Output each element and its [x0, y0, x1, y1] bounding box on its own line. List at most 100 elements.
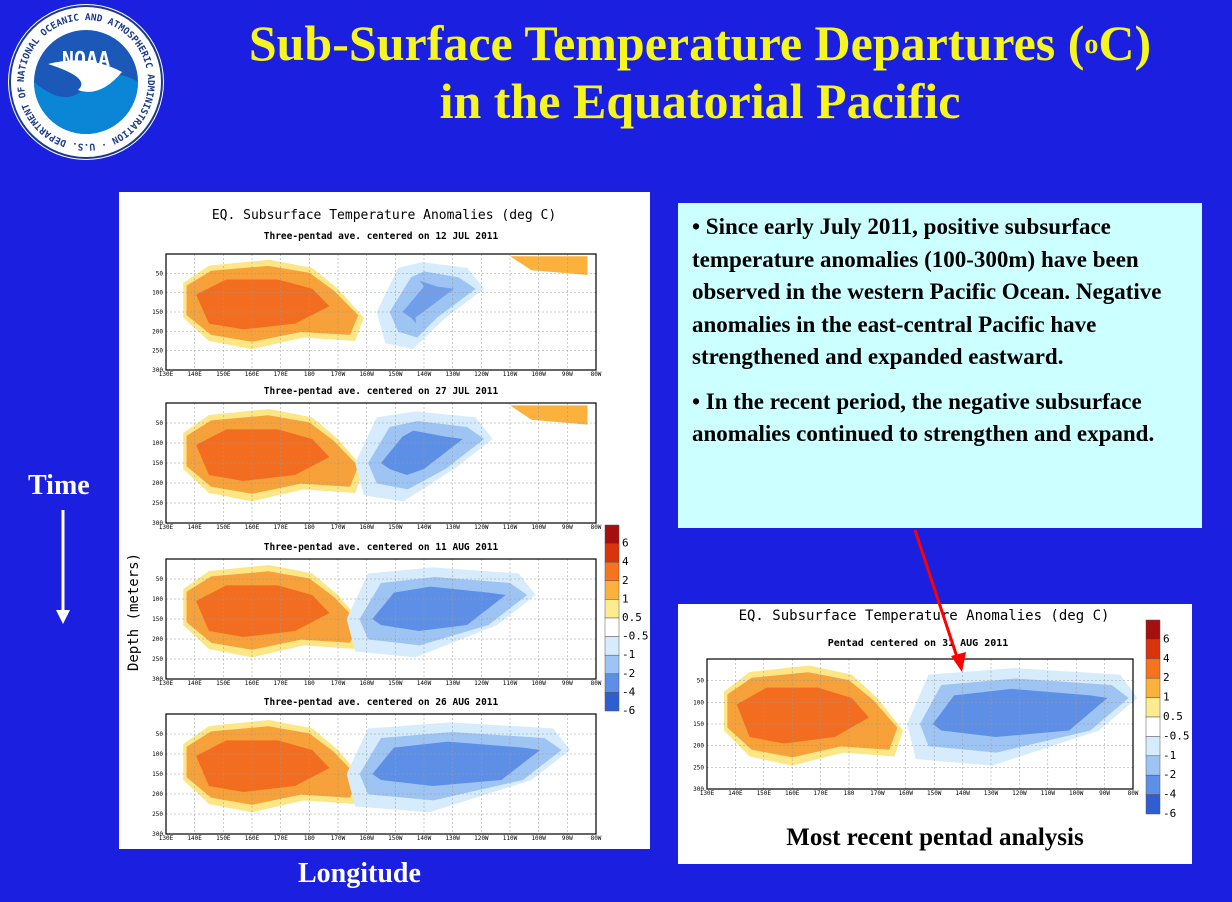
recent-grid — [707, 659, 1133, 789]
panel-1-xtick-label: 140W — [417, 371, 432, 378]
recent-xtick-label: 170W — [870, 790, 885, 797]
panel-2-ytick-label: 200 — [152, 480, 163, 487]
panel-1-xtick-label: 180 — [304, 371, 315, 378]
left-colorbar-swatch — [604, 524, 620, 544]
left-colorbar-label: -2 — [622, 667, 635, 680]
panel-1-ytick-label: 100 — [152, 290, 163, 297]
panel-2-xtick-label: 110W — [503, 524, 518, 531]
left-chart-svg: EQ. Subsurface Temperature Anomalies (de… — [126, 208, 649, 842]
recent-xtick-label: 160W — [899, 790, 914, 797]
left-colorbar-swatch — [604, 580, 620, 600]
recent-xtick-label: 100W — [1069, 790, 1084, 797]
recent-ytick-label: 300 — [693, 786, 704, 793]
panel-3-xtick-label: 140E — [187, 680, 202, 687]
panel-4-xtick-label: 80W — [591, 835, 602, 842]
panel-3-xtick-label: 120W — [474, 680, 489, 687]
panel-1-grid — [166, 254, 596, 370]
panel-1-xtick-label: 160E — [245, 371, 260, 378]
panel-3-xtick-label: 150E — [216, 680, 231, 687]
panel-2-xtick-label: 140W — [417, 524, 432, 531]
right-colorbar-label: -2 — [1163, 768, 1176, 781]
right-colorbar-swatch — [1145, 639, 1161, 660]
panel-4-xtick-label: 140E — [187, 835, 202, 842]
panel-2-ytick-label: 100 — [152, 440, 163, 447]
panel-4-xtick-label: 160W — [359, 835, 374, 842]
bullet-1: • Since early July 2011, positive subsur… — [692, 214, 1162, 369]
recent-ytick-label: 200 — [693, 743, 704, 750]
panel-1-xtick-label: 140E — [187, 371, 202, 378]
right-colorbar-swatch — [1145, 774, 1161, 795]
panel-2-xtick-label: 150W — [388, 524, 403, 531]
panel-2-xtick-label: 140E — [187, 524, 202, 531]
right-colorbar-label: -0.5 — [1163, 729, 1190, 742]
left-colorbar-swatch — [604, 654, 620, 675]
panel-1-ytick-label: 150 — [152, 309, 163, 316]
left-colorbar-label: 0.5 — [622, 611, 642, 624]
right-chart-svg: EQ. Subsurface Temperature Anomalies (de… — [693, 608, 1190, 820]
panel-3-xtick-label: 90W — [562, 680, 573, 687]
recent-xtick-label: 90W — [1099, 790, 1110, 797]
right-colorbar-label: 4 — [1163, 652, 1170, 665]
right-colorbar-label: -1 — [1163, 749, 1176, 762]
panel-1-xtick-label: 160W — [359, 371, 374, 378]
panel-2-xtick-label: 170E — [273, 524, 288, 531]
panel-3-warm-core — [196, 585, 330, 637]
right-colorbar-label: -4 — [1163, 788, 1177, 801]
panel-3-xtick-label: 170E — [273, 680, 288, 687]
panel-4-cold-core — [372, 741, 541, 786]
recent-xtick-label: 180 — [844, 790, 855, 797]
panel-2-xtick-label: 130E — [159, 524, 174, 531]
panel-1-frame — [165, 253, 597, 371]
panel-1-xtick-label: 90W — [562, 371, 573, 378]
recent-xtick-label: 130E — [700, 790, 715, 797]
left-colorbar-swatch — [604, 543, 620, 563]
panel-2-frame — [165, 402, 597, 524]
arrow-down-icon — [56, 510, 70, 624]
title-line-2: in the Equatorial Pacific — [439, 73, 961, 129]
recent-warm-core — [736, 687, 869, 744]
right-colorbar-swatch — [1145, 658, 1161, 679]
recent-cold-core — [932, 688, 1108, 737]
left-colorbar-label: 2 — [622, 574, 629, 587]
panel-1-subtitle: Three-pentad ave. centered on 12 JUL 201… — [264, 231, 499, 242]
panel-3-xtick-label: 150W — [388, 680, 403, 687]
left-colorbar-label: -4 — [622, 685, 636, 698]
panel-1-xtick-label: 130E — [159, 371, 174, 378]
panel-1-xtick-label: 130W — [445, 371, 460, 378]
panel-2-xtick-label: 130W — [445, 524, 460, 531]
recent-xtick-label: 140E — [728, 790, 743, 797]
left-colorbar-swatch — [604, 692, 620, 712]
left-colorbar-swatch — [604, 599, 620, 619]
panel-2-grid — [166, 403, 596, 523]
panel-3-xtick-label: 170W — [331, 680, 346, 687]
panel-1-ytick-label: 200 — [152, 328, 163, 335]
panel-1-ytick-label: 50 — [156, 270, 164, 277]
panel-2-cold-core — [381, 430, 463, 475]
recent-xtick-label: 160E — [785, 790, 800, 797]
right-colorbar-label: 0.5 — [1163, 710, 1183, 723]
panel-3-xtick-label: 80W — [591, 680, 602, 687]
left-colorbar-label: -6 — [622, 704, 635, 717]
right-colorbar-swatch — [1145, 716, 1161, 737]
panel-2-subtitle: Three-pentad ave. centered on 27 JUL 201… — [264, 386, 499, 397]
left-chart-panel: EQ. Subsurface Temperature Anomalies (de… — [119, 192, 650, 849]
right-colorbar-swatch — [1145, 677, 1161, 698]
left-colorbar-swatch — [604, 673, 620, 693]
panel-4-ytick-label: 100 — [152, 751, 163, 758]
panel-3-subtitle: Three-pentad ave. centered on 11 AUG 201… — [264, 542, 499, 553]
panel-4-subtitle: Three-pentad ave. centered on 26 AUG 201… — [264, 697, 499, 708]
panel-3-xtick-label: 160W — [359, 680, 374, 687]
panel-1-xtick-label: 150E — [216, 371, 231, 378]
panel-2-xtick-label: 120W — [474, 524, 489, 531]
panel-2-xtick-label: 170W — [331, 524, 346, 531]
right-colorbar-label: -6 — [1163, 807, 1176, 820]
time-label: Time — [28, 470, 90, 501]
panel-3-ytick-label: 150 — [152, 616, 163, 623]
panel-2-ytick-label: 50 — [156, 420, 164, 427]
panel-2-xtick-label: 160W — [359, 524, 374, 531]
right-colorbar-label: 1 — [1163, 691, 1170, 704]
panel-2-xtick-label: 150E — [216, 524, 231, 531]
right-colorbar-label: 2 — [1163, 671, 1170, 684]
recent-xtick-label: 150W — [927, 790, 942, 797]
panel-1-xtick-label: 150W — [388, 371, 403, 378]
